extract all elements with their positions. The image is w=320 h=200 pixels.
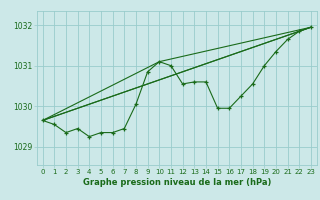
X-axis label: Graphe pression niveau de la mer (hPa): Graphe pression niveau de la mer (hPa) — [83, 178, 271, 187]
